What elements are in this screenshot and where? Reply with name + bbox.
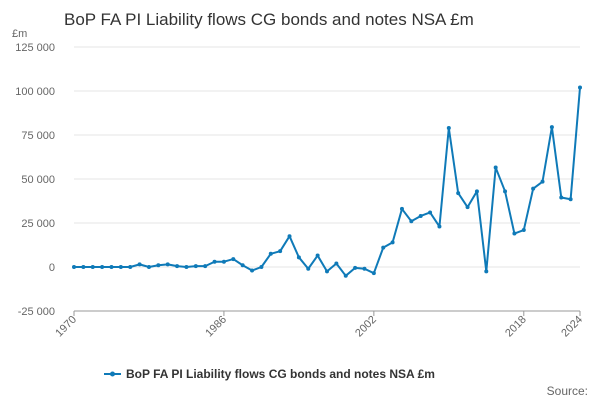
legend-label: BoP FA PI Liability flows CG bonds and n… [126,367,435,381]
x-tick-label: 2024 [559,314,585,340]
data-point[interactable] [474,189,479,194]
data-point[interactable] [493,165,498,170]
data-point[interactable] [90,265,95,269]
data-point[interactable] [568,197,573,202]
x-tick-label: 2018 [503,314,529,340]
data-point[interactable] [137,262,142,267]
data-point[interactable] [578,85,582,90]
data-point[interactable] [512,231,517,236]
data-point[interactable] [446,125,451,130]
y-tick-label: 100 000 [15,86,55,98]
data-point[interactable] [268,251,273,256]
x-tick-label: 2002 [353,314,379,340]
x-tick-label: 1986 [203,314,229,340]
legend-dot-icon [110,371,115,377]
y-tick-label: 25 000 [21,218,55,230]
y-axis-ticks: -25 000 0 25 000 50 000 75 000 100 000 125 000 [15,42,55,318]
data-point[interactable] [456,191,461,196]
data-point[interactable] [128,265,133,269]
y-tick-label: 75 000 [21,130,55,142]
data-point[interactable] [371,271,376,276]
data-point[interactable] [250,268,255,273]
data-point[interactable] [184,265,189,269]
chart-title: BoP FA PI Liability flows CG bonds and n… [64,10,474,29]
data-point[interactable] [100,265,105,269]
data-point[interactable] [484,269,489,274]
data-point[interactable] [156,263,161,268]
data-point[interactable] [306,266,311,271]
data-point[interactable] [540,179,545,184]
data-point[interactable] [109,265,114,269]
data-point[interactable] [409,219,414,224]
data-point[interactable] [315,253,320,258]
data-point[interactable] [418,213,423,218]
data-point[interactable] [231,257,236,262]
data-point[interactable] [296,255,301,260]
series-line [74,87,581,277]
data-point[interactable] [437,224,442,229]
y-tick-label: -25 000 [18,306,55,318]
data-point[interactable] [521,228,526,233]
data-point[interactable] [390,240,395,245]
data-point[interactable] [381,245,386,250]
legend[interactable]: BoP FA PI Liability flows CG bonds and n… [104,367,435,381]
data-point[interactable] [428,210,433,215]
data-point[interactable] [118,265,123,269]
data-point[interactable] [362,266,367,271]
data-point[interactable] [165,262,170,267]
y-tick-label: 50 000 [21,174,55,186]
data-point[interactable] [399,206,404,211]
data-point[interactable] [240,263,245,268]
data-point[interactable] [559,195,564,200]
data-point[interactable] [72,265,76,269]
y-tick-label: 0 [49,262,55,274]
data-point[interactable] [175,264,180,269]
x-tick-label: 1970 [53,314,79,340]
data-point[interactable] [549,125,554,130]
data-point[interactable] [334,261,339,266]
data-point[interactable] [278,249,283,254]
data-point[interactable] [146,265,151,269]
data-point[interactable] [212,259,217,264]
data-point[interactable] [325,269,329,274]
data-point[interactable] [203,264,208,269]
y-tick-label: 125 000 [15,42,55,54]
y-axis-label: £m [12,28,27,40]
data-point[interactable] [465,205,470,210]
data-point[interactable] [343,273,348,278]
data-point[interactable] [81,265,86,269]
data-point[interactable] [353,265,358,270]
data-point[interactable] [503,189,508,194]
source-label: Source: [547,384,588,398]
series-layer [72,85,582,278]
data-point[interactable] [193,264,198,269]
data-point[interactable] [221,259,226,264]
data-point[interactable] [259,265,264,269]
data-point[interactable] [531,186,536,191]
data-point[interactable] [287,234,292,239]
x-axis: 1970 1986 2002 2018 2024 [53,310,585,340]
